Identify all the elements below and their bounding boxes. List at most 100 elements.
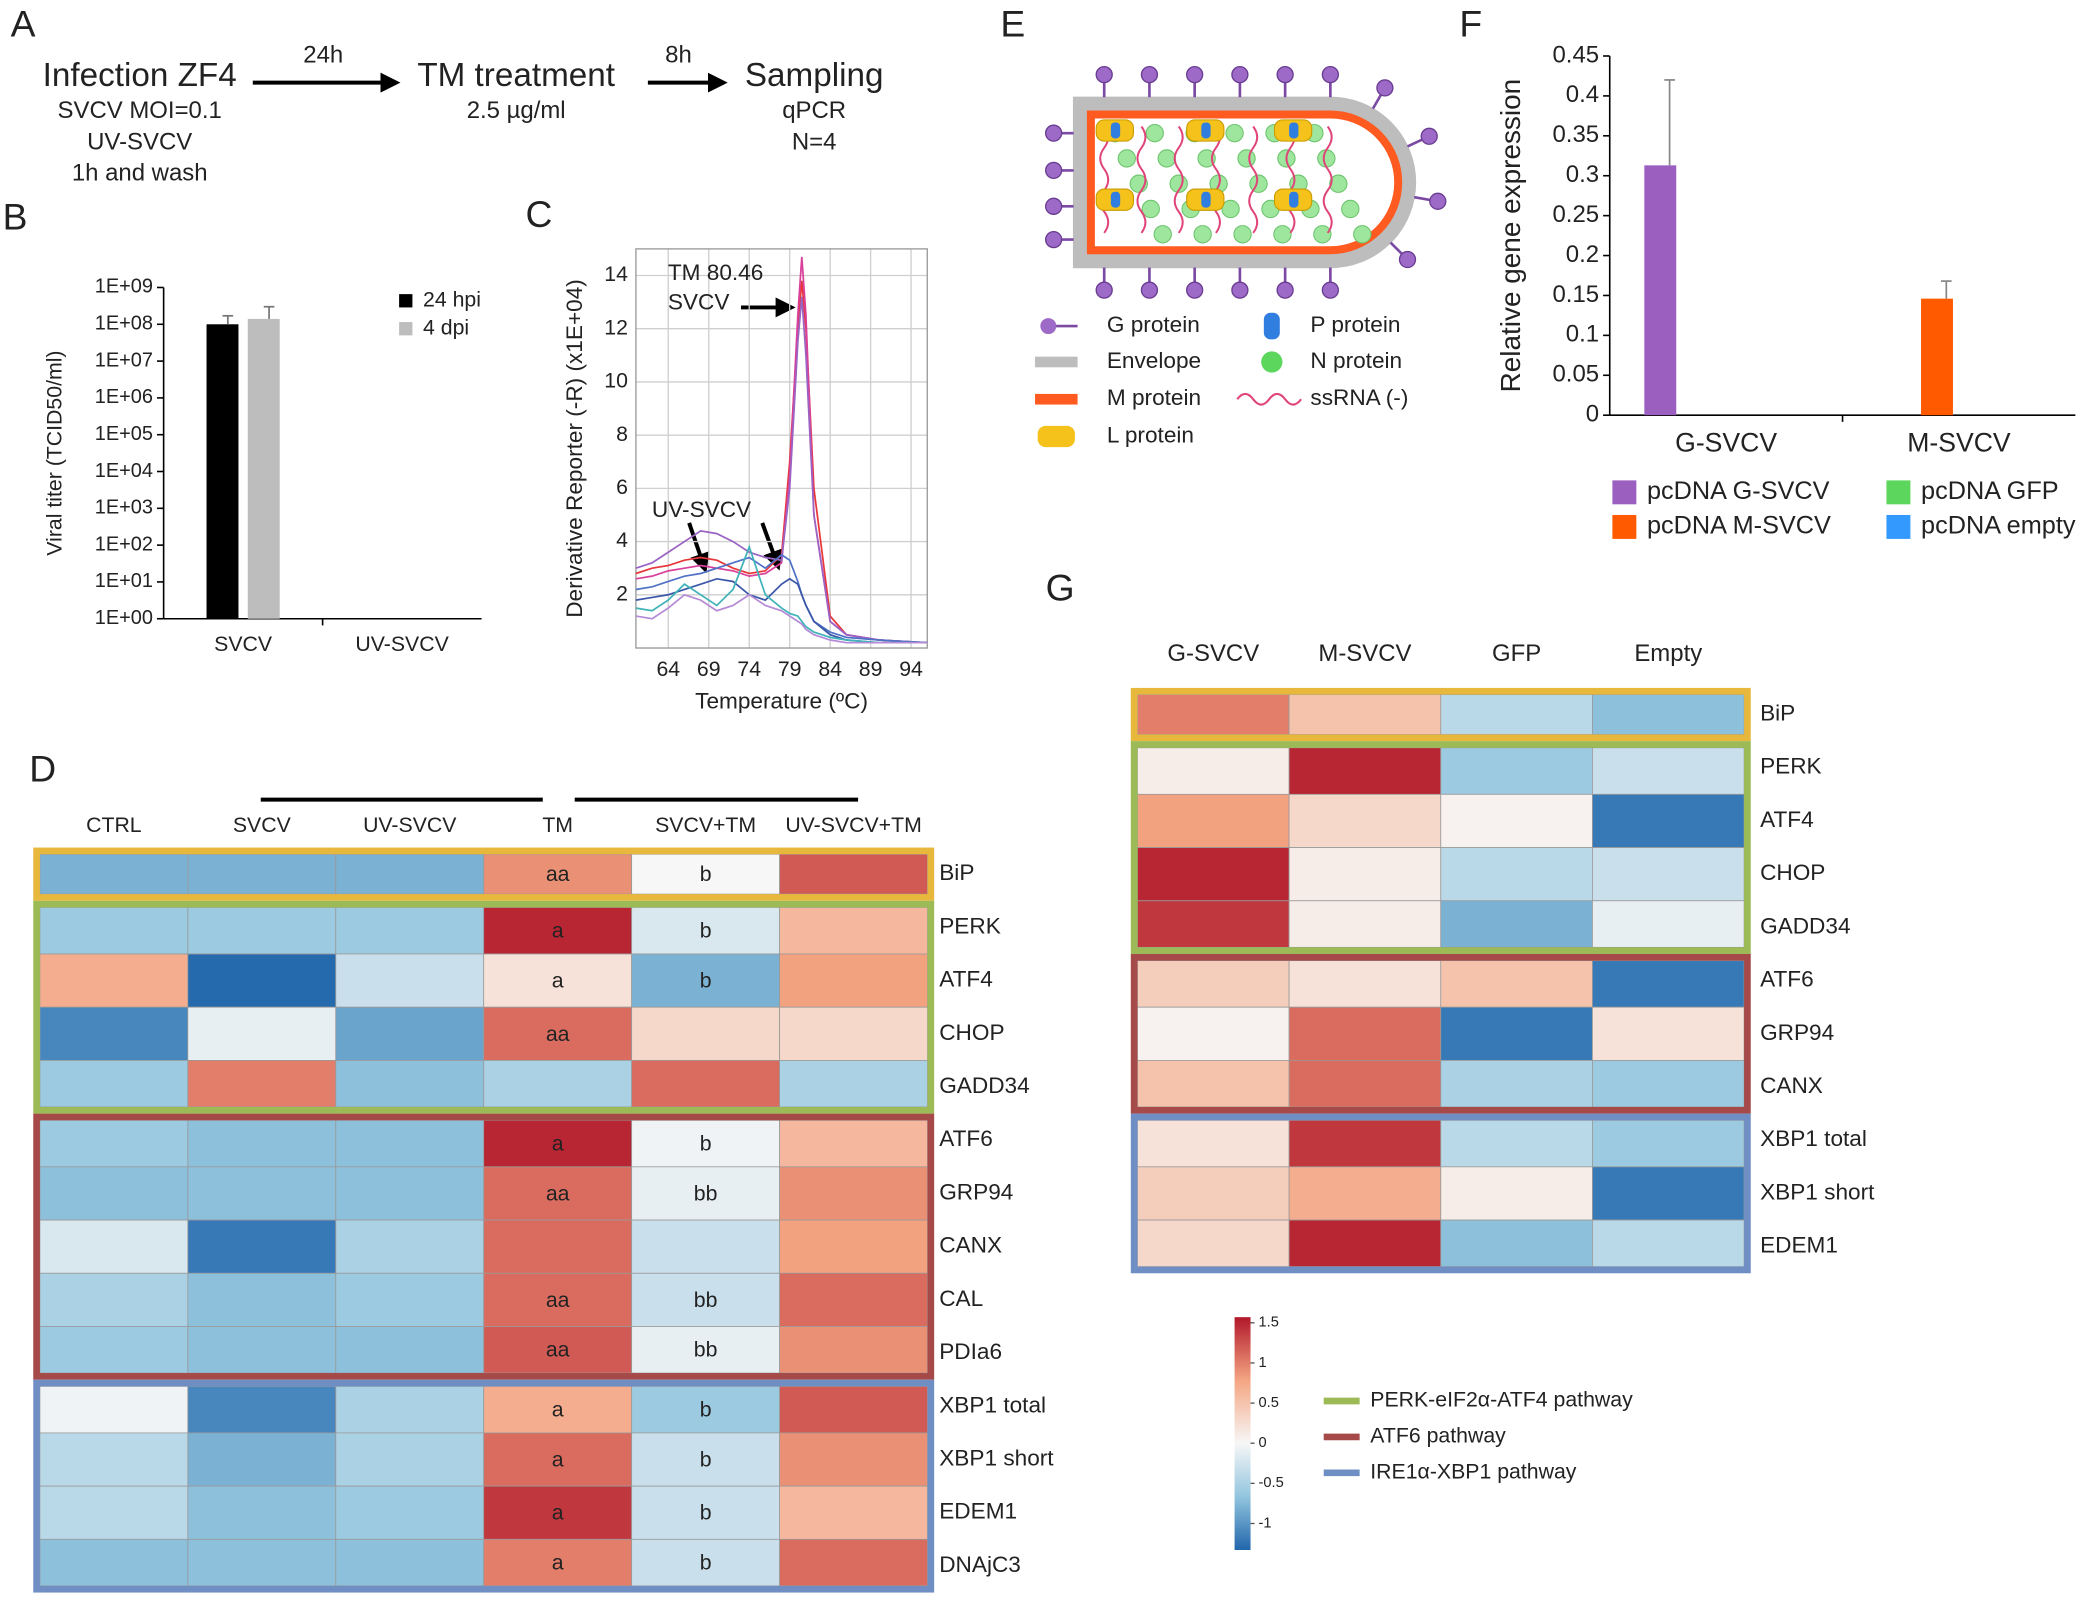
ssrna: [1210, 125, 1221, 234]
heatmap-cell: [779, 1485, 928, 1540]
g-protein-head: [1095, 65, 1113, 84]
heatmap-cell: [483, 1006, 633, 1061]
x-tick-label: UV-SVCV: [355, 632, 449, 656]
heatmap-cell: [1137, 747, 1290, 795]
p-protein: [1201, 191, 1211, 208]
y-tick-label: 8: [616, 422, 628, 446]
heatmap-cell: [1592, 1006, 1745, 1061]
n-protein: [1353, 225, 1372, 244]
annotation-arrow: [687, 522, 710, 574]
heatmap-cell: [483, 1326, 633, 1374]
heatmap-cell: [335, 1166, 485, 1221]
column-label: GFP: [1492, 640, 1541, 667]
legend-swatch: [399, 294, 413, 308]
cell-label: a: [552, 1398, 564, 1422]
x-tick-label: M-SVCV: [1907, 427, 2011, 457]
p-protein: [1110, 191, 1121, 208]
y-axis-label: Derivative Reporter (-R) (x1E+04): [562, 279, 587, 618]
column-label: UV-SVCV: [363, 813, 457, 837]
row-label: ATF4: [939, 967, 993, 992]
legend-label: pcDNA M-SVCV: [1647, 512, 1831, 540]
heatmap-cell: [1137, 793, 1290, 848]
heatmap-cell: [187, 1385, 337, 1434]
virus-legend-label: P protein: [1310, 312, 1400, 337]
row-label: CANX: [939, 1233, 1002, 1258]
heatmap-cell: [1592, 694, 1745, 735]
virus-legend-label: Envelope: [1107, 348, 1201, 373]
heatmap-cell: [1440, 1119, 1593, 1168]
heatmap-cell: [1592, 793, 1745, 848]
ssrna: [1173, 125, 1184, 234]
n-protein: [1221, 199, 1240, 219]
cell-label: a: [552, 1501, 564, 1525]
heatmap-cell: [631, 1272, 780, 1327]
row-label: CHOP: [939, 1020, 1004, 1045]
g-protein-head: [1186, 281, 1204, 299]
heatmap-cell: [39, 907, 189, 955]
heatmap-cell: [1592, 847, 1745, 902]
row-label: BiP: [939, 860, 974, 885]
row-label: GADD34: [939, 1073, 1029, 1098]
ssrna: [1322, 125, 1333, 234]
panel-label: C: [525, 193, 552, 235]
g-protein-head: [1321, 65, 1340, 84]
colorbar-tick-label: 0.5: [1259, 1395, 1279, 1411]
heatmap-cell: [39, 1166, 189, 1221]
y-tick-label: 6: [616, 475, 628, 499]
g-protein-head: [1044, 161, 1063, 180]
p-protein: [1289, 122, 1299, 139]
legend-label: pcDNA GFP: [1921, 477, 2059, 505]
column-label: CTRL: [86, 813, 142, 837]
heatmap-cell: [39, 1272, 189, 1327]
heatmap-cell: [187, 1485, 337, 1540]
heatmap-cell: [1288, 1219, 1442, 1268]
heatmap-cell: [1440, 1219, 1593, 1268]
heatmap-cell: [631, 1219, 780, 1274]
heatmap-cell: [187, 1219, 337, 1274]
column-label: Empty: [1634, 640, 1702, 667]
heatmap-cell: [779, 1006, 928, 1061]
panel-label: F: [1459, 3, 1482, 45]
heatmap-cell: [335, 1219, 485, 1274]
heatmap-cell: [1288, 694, 1442, 735]
p-protein: [1289, 191, 1299, 208]
row-label: PDIa6: [939, 1339, 1002, 1364]
cell-label: a: [552, 1132, 564, 1156]
y-tick-label: 12: [604, 315, 628, 339]
n-protein: [1233, 225, 1252, 244]
melt-curve: [635, 593, 928, 644]
y-tick-label: 10: [604, 369, 628, 393]
melt-curve: [635, 296, 928, 644]
melt-curve: [635, 577, 928, 644]
legend-swatch: [1886, 480, 1911, 505]
cell-label: b: [700, 1132, 712, 1156]
step-detail: N=4: [792, 128, 837, 155]
annotation: TM 80.46: [668, 260, 764, 285]
heatmap-cell: [1440, 900, 1593, 948]
colorbar-tick-label: 1: [1259, 1355, 1267, 1371]
heatmap-cell: [187, 953, 337, 1008]
legend-label: pcDNA empty: [1921, 512, 2076, 540]
panel-label: A: [11, 3, 36, 45]
n-protein: [1193, 225, 1212, 244]
column-label: TM: [542, 813, 573, 837]
pathway-box: [33, 1113, 935, 1380]
n-protein: [1117, 149, 1136, 168]
bar: [1644, 165, 1677, 416]
pathway-box: [1130, 1113, 1751, 1274]
cell-label: b: [700, 1447, 712, 1471]
heatmap-cell: [335, 1119, 485, 1168]
y-tick-label: 0.15: [1552, 281, 1599, 308]
annotation: UV-SVCV: [652, 497, 751, 522]
heatmap-cell: [1440, 960, 1593, 1008]
colorbar: [1234, 1317, 1251, 1550]
heatmap-cell: [39, 1432, 189, 1487]
g-protein-head: [1140, 281, 1159, 299]
panel-label: E: [1000, 3, 1025, 45]
pathway-label: IRE1α-XBP1 pathway: [1370, 1459, 1577, 1483]
heatmap-cell: [39, 1060, 189, 1108]
pathway-box: [1130, 741, 1751, 954]
bar: [1921, 298, 1953, 416]
y-tick-label: 1E+00: [95, 607, 153, 629]
heatmap-cell: [335, 1385, 485, 1434]
